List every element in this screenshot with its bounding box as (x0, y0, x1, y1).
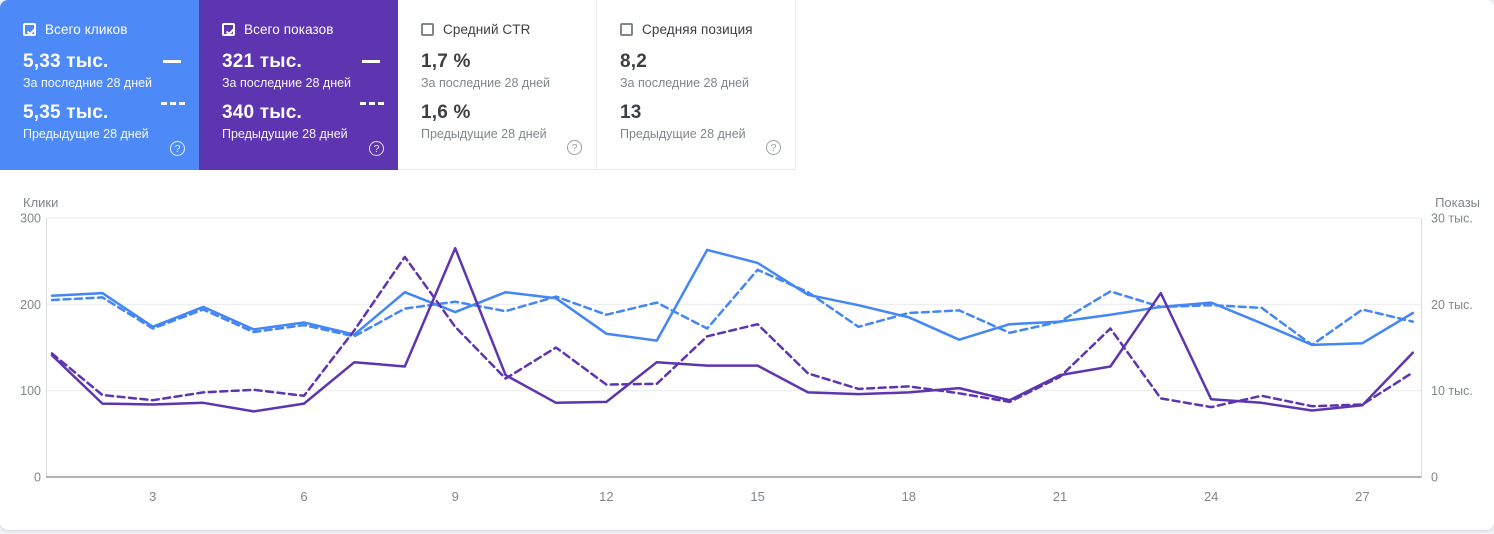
series-line-current-left (50, 248, 1415, 347)
checkbox-checked-icon[interactable] (23, 23, 37, 36)
left-axis-tick-label: 200 (20, 298, 41, 312)
performance-chart[interactable]: 300 200 100 0 30 тыс. 20 тыс. 10 тыс. 0 3 6 9 12 15 1… (0, 185, 1494, 530)
previous-caption: Предыдущие 28 дней (620, 127, 746, 141)
metric-label: Всего показов (244, 22, 334, 37)
current-value: 1,7 % (421, 51, 471, 72)
left-axis-title: Клики (23, 195, 59, 210)
legend-dashed-line-icon (360, 102, 384, 105)
right-axis-tick-label: 10 тыс. (1431, 384, 1473, 398)
right-axis-title: Показы (1435, 195, 1480, 210)
current-caption: За последние 28 дней (421, 76, 551, 90)
tile-average-position[interactable]: Средняя позиция 8,2 За последние 28 дней… (597, 0, 796, 170)
x-axis-tick-label: 24 (1204, 489, 1218, 504)
previous-value: 5,35 тыс. (23, 102, 109, 123)
current-value: 5,33 тыс. (23, 51, 109, 72)
right-axis-tick-label: 30 тыс. (1431, 212, 1473, 226)
x-axis-tick-label: 6 (300, 489, 307, 504)
x-axis-tick-label: 21 (1053, 489, 1067, 504)
previous-value: 340 тыс. (222, 102, 302, 123)
tile-total-impressions[interactable]: Всего показов 321 тыс. За последние 28 д… (199, 0, 398, 170)
checkbox-unchecked-icon[interactable] (620, 23, 633, 36)
previous-caption: Предыдущие 28 дней (222, 127, 348, 141)
previous-value: 13 (620, 102, 642, 123)
right-axis-tick-label: 0 (1431, 471, 1438, 485)
metric-label: Всего кликов (45, 22, 128, 37)
series-line-previous-left (50, 268, 1415, 347)
current-caption: За последние 28 дней (620, 76, 750, 90)
legend-dashed-line-icon (161, 102, 185, 105)
series-line-previous-right (50, 255, 1415, 409)
checkbox-unchecked-icon[interactable] (421, 23, 434, 36)
legend-solid-line-icon (362, 60, 380, 63)
previous-caption: Предыдущие 28 дней (23, 127, 149, 141)
metric-label: Средняя позиция (642, 22, 753, 37)
tile-total-clicks[interactable]: Всего кликов 5,33 тыс. За последние 28 д… (0, 0, 199, 170)
checkbox-checked-icon[interactable] (222, 23, 236, 36)
left-axis-tick-label: 100 (20, 384, 41, 398)
x-axis-tick-label: 15 (750, 489, 764, 504)
x-axis-tick-label: 12 (599, 489, 613, 504)
help-icon[interactable]: ? (170, 141, 185, 156)
help-icon[interactable]: ? (567, 140, 582, 155)
left-axis-tick-label: 0 (34, 471, 41, 485)
tile-average-ctr[interactable]: Средний CTR 1,7 % За последние 28 дней 1… (398, 0, 597, 170)
current-value: 321 тыс. (222, 51, 302, 72)
previous-caption: Предыдущие 28 дней (421, 127, 547, 141)
series-line-current-right (50, 246, 1415, 413)
x-axis-tick-label: 18 (902, 489, 916, 504)
x-axis-tick-label: 3 (149, 489, 156, 504)
current-value: 8,2 (620, 51, 648, 72)
current-caption: За последние 28 дней (23, 76, 153, 90)
help-icon[interactable]: ? (766, 140, 781, 155)
previous-value: 1,6 % (421, 102, 471, 123)
legend-solid-line-icon (163, 60, 181, 63)
right-axis-tick-label: 20 тыс. (1431, 298, 1473, 312)
metric-label: Средний CTR (443, 22, 531, 37)
metric-tiles: Всего кликов 5,33 тыс. За последние 28 д… (0, 0, 796, 170)
help-icon[interactable]: ? (369, 141, 384, 156)
current-caption: За последние 28 дней (222, 76, 352, 90)
x-axis-tick-label: 9 (452, 489, 459, 504)
left-axis-tick-label: 300 (20, 212, 41, 226)
x-axis-tick-label: 27 (1355, 489, 1369, 504)
